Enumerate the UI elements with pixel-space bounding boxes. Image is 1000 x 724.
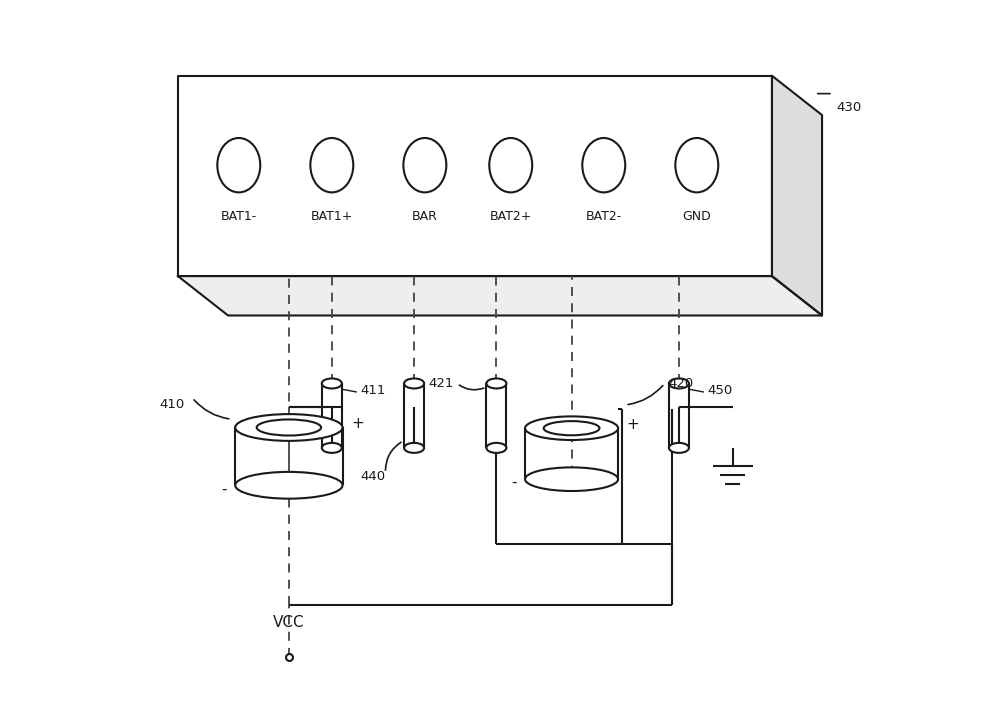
Ellipse shape [235,414,343,441]
Ellipse shape [257,419,321,436]
Text: 450: 450 [708,384,733,397]
Text: -: - [511,475,516,490]
Ellipse shape [310,138,353,193]
Text: BAT2-: BAT2- [586,210,622,223]
Ellipse shape [404,443,424,453]
Ellipse shape [525,468,618,491]
Ellipse shape [669,379,689,389]
Ellipse shape [669,443,689,453]
Text: +: + [627,417,639,432]
Text: 421: 421 [428,377,453,390]
Ellipse shape [403,138,446,193]
Text: BAT1-: BAT1- [221,210,257,223]
Ellipse shape [404,379,424,389]
Text: VCC: VCC [273,615,305,630]
Ellipse shape [675,138,718,193]
Ellipse shape [489,138,532,193]
Text: 430: 430 [836,101,862,114]
Ellipse shape [322,379,342,389]
Ellipse shape [486,379,506,389]
Text: GND: GND [682,210,711,223]
Ellipse shape [235,472,343,499]
Ellipse shape [544,421,599,435]
Polygon shape [178,276,822,316]
Text: BAT2+: BAT2+ [490,210,532,223]
Ellipse shape [322,443,342,453]
Text: 440: 440 [360,470,385,483]
Ellipse shape [217,138,260,193]
Ellipse shape [582,138,625,193]
Ellipse shape [486,443,506,453]
Text: BAR: BAR [412,210,438,223]
Text: 420: 420 [668,377,693,390]
Text: 411: 411 [360,384,386,397]
Text: -: - [221,481,227,497]
Text: 410: 410 [160,398,185,411]
Text: +: + [351,416,364,432]
Ellipse shape [525,416,618,440]
Text: BAT1+: BAT1+ [311,210,353,223]
Polygon shape [178,76,772,276]
Polygon shape [772,76,822,316]
